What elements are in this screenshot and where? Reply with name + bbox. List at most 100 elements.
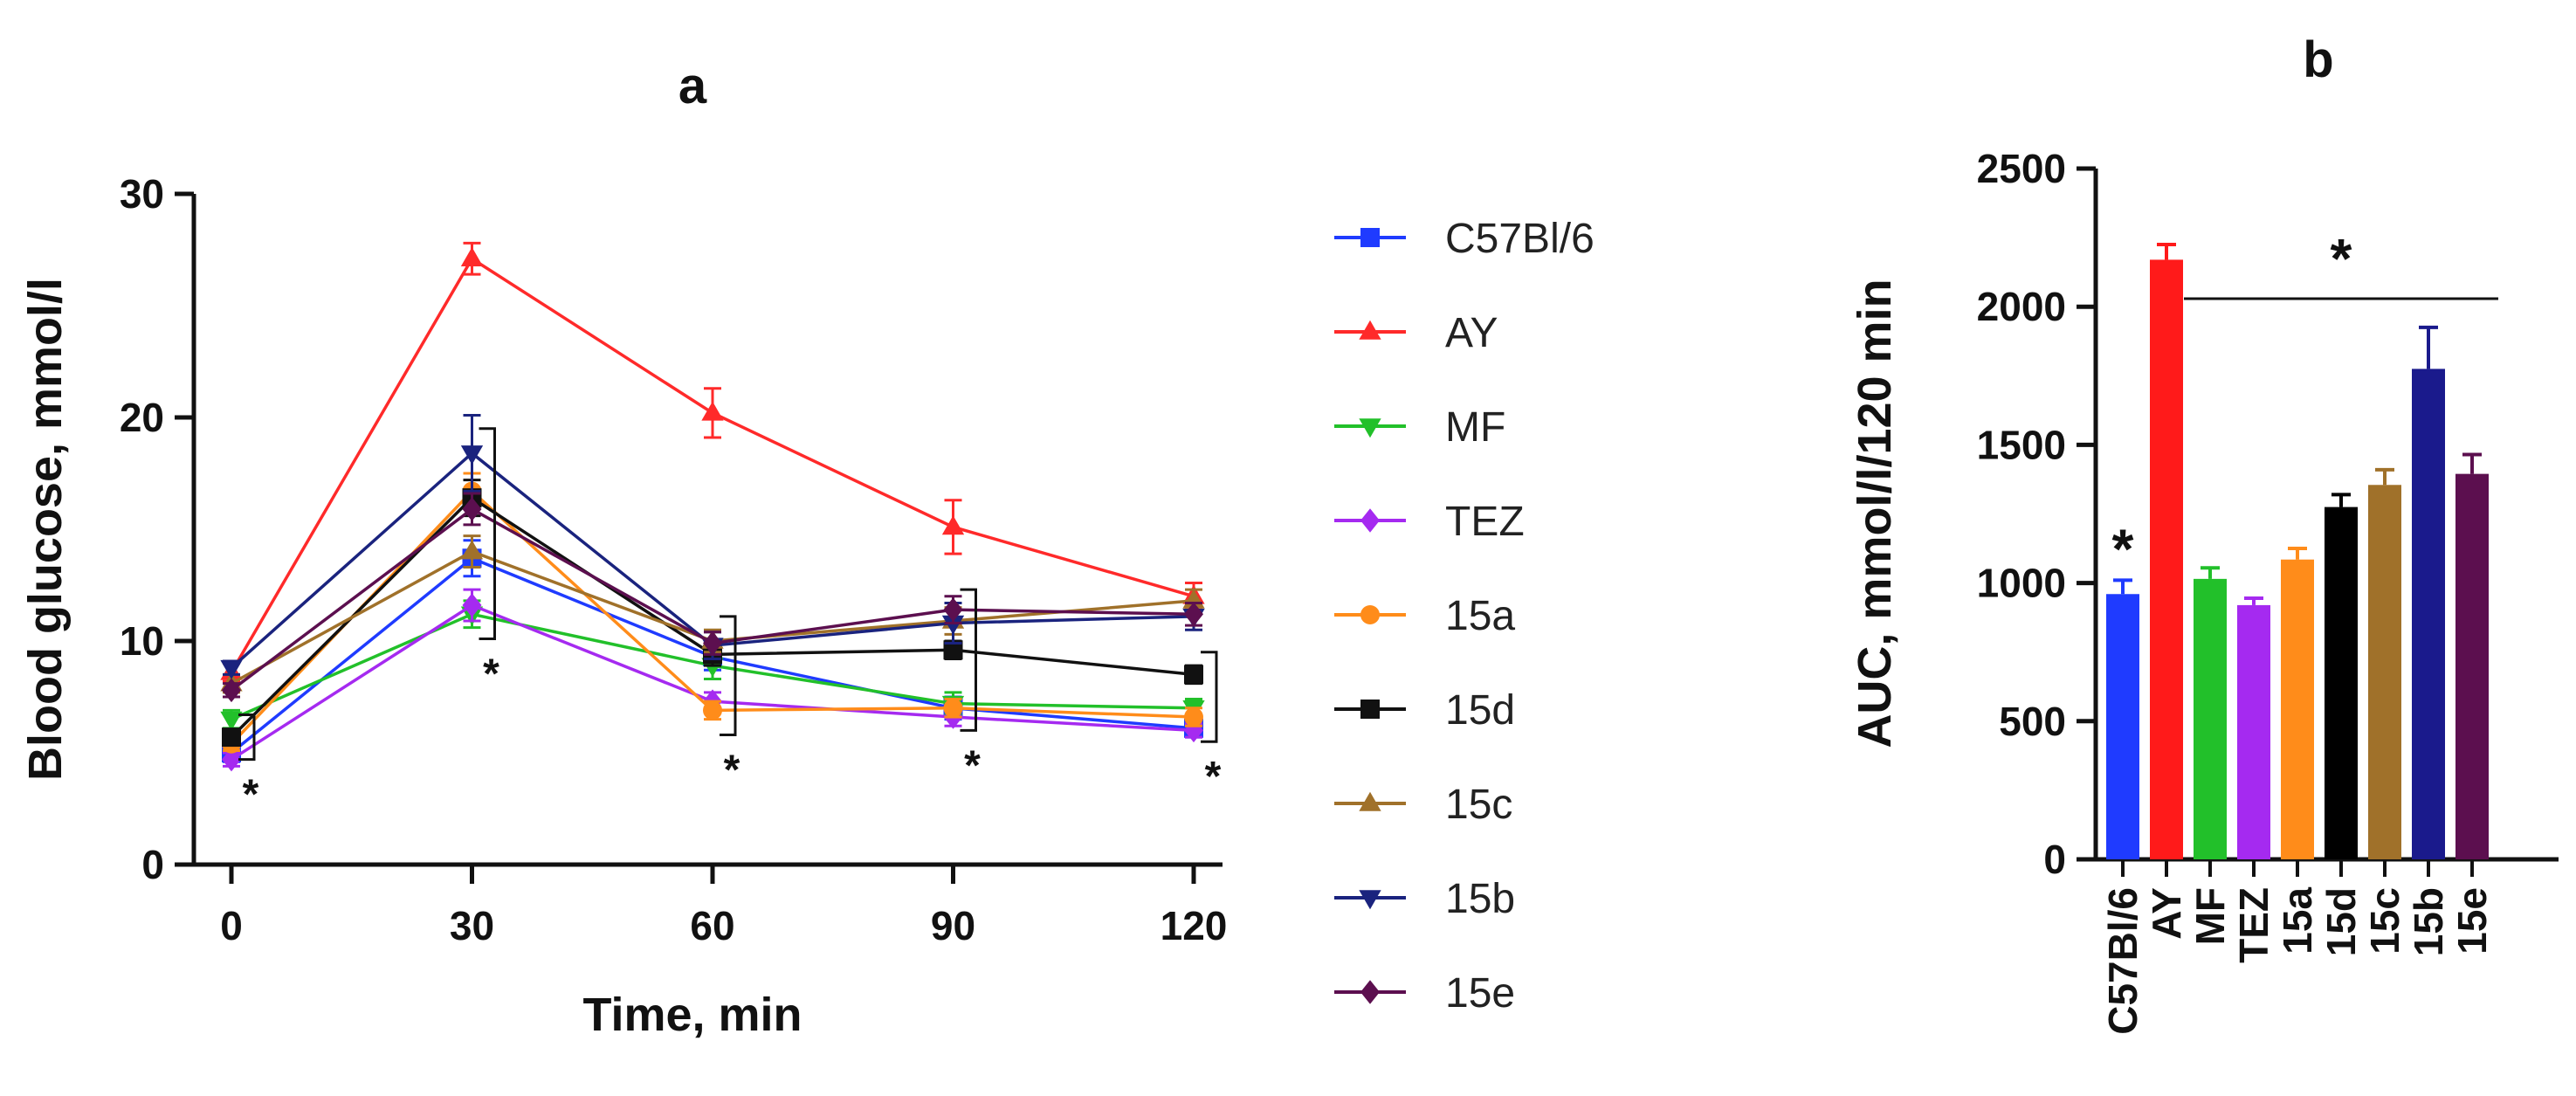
- panel-a-x-tick-label: 90: [931, 903, 975, 948]
- legend-label: MF: [1445, 404, 1505, 451]
- panel-a-y-tick-label: 20: [120, 395, 164, 440]
- panel-a-title: a: [678, 58, 707, 114]
- legend-item-15d: 15d: [1334, 687, 1515, 734]
- legend-item-15e: 15e: [1334, 970, 1515, 1017]
- panel-b-x-tick-label: 15c: [2362, 887, 2407, 955]
- data-point: [941, 515, 965, 535]
- significance-bracket: [720, 615, 737, 737]
- significance-asterisk: *: [724, 748, 740, 794]
- series-line: [231, 603, 1195, 762]
- bar-15e: [2455, 473, 2489, 859]
- panel-a-x-tick-label: 30: [450, 903, 494, 948]
- panel-b-x-tick-label: 15e: [2449, 887, 2495, 955]
- significance-asterisk: *: [483, 651, 499, 697]
- panel-b-y-tick-label: 1000: [1977, 561, 2066, 606]
- data-point: [462, 497, 482, 521]
- bar-c57bl-6: [2106, 594, 2139, 859]
- panel-a-significance-group: * * * * *: [238, 427, 1222, 818]
- significance-asterisk: *: [243, 772, 259, 818]
- panel-b-y-tick-label: 2000: [1977, 284, 2066, 329]
- data-point: [701, 401, 724, 421]
- legend-swatch-marker: [1360, 980, 1380, 1004]
- bar-mf: [2194, 578, 2227, 859]
- legend-swatch-marker: [1360, 508, 1380, 533]
- panel-a-series-group: [220, 241, 1205, 772]
- data-point: [943, 597, 963, 622]
- panel-b-y-tick-label: 2500: [1977, 146, 2066, 191]
- panel-b-y-tick-label: 1500: [1977, 422, 2066, 467]
- data-point: [703, 700, 722, 720]
- legend-item-ay: AY: [1334, 310, 1498, 356]
- data-point: [941, 615, 965, 635]
- legend-item-15c: 15c: [1334, 782, 1512, 828]
- bar-15c: [2368, 485, 2401, 859]
- series-ay: [220, 241, 1205, 683]
- panel-a-legend: C57Bl/6 AY MF TEZ 15a 15d 15c 15b 15e: [1334, 216, 1595, 1017]
- data-point: [222, 727, 241, 748]
- panel-b-x-tick-label: MF: [2187, 887, 2233, 945]
- legend-swatch-marker: [1359, 890, 1381, 910]
- data-point: [943, 698, 963, 718]
- data-point: [460, 540, 484, 560]
- data-point: [222, 678, 241, 703]
- legend-swatch-marker: [1360, 228, 1380, 247]
- panel-a-y-tick-label: 30: [120, 171, 164, 217]
- data-point: [460, 247, 484, 267]
- panel-b-y-tick-label: 0: [2043, 837, 2066, 882]
- panel-a-line-chart: a 0 10 20 30 0 30 60 90 120 Blood glucose, mmol…: [19, 58, 1595, 1041]
- data-point: [462, 593, 482, 617]
- significance-bracket: [479, 427, 496, 640]
- legend-swatch-marker: [1360, 605, 1380, 624]
- panel-a-y-axis-title: Blood glucose, mmol/l: [19, 278, 72, 781]
- panel-b-x-tick-label: C57Bl/6: [2100, 887, 2146, 1035]
- panel-b-y-ticks: 0 500 1000 1500 2000 2500: [1977, 146, 2096, 882]
- bar-ay: [2150, 259, 2183, 859]
- legend-item-15b: 15b: [1334, 876, 1515, 922]
- data-point: [222, 747, 241, 772]
- panel-a-x-tick-label: 120: [1161, 903, 1228, 948]
- data-point: [1184, 707, 1203, 727]
- data-point: [703, 631, 722, 656]
- panel-a-y-tick-label: 0: [141, 842, 164, 887]
- significance-bracket: [1201, 651, 1218, 743]
- bar-15a: [2281, 559, 2314, 859]
- significance-asterisk-group: *: [2331, 227, 2352, 290]
- panel-a-x-ticks: 0 30 60 90 120: [220, 865, 1227, 948]
- panel-b-significance-group: **: [2112, 227, 2498, 580]
- legend-swatch-marker: [1359, 791, 1381, 811]
- panel-a-x-tick-label: 0: [220, 903, 243, 948]
- significance-asterisk-c57bl6: *: [2112, 517, 2134, 580]
- panel-b-x-tick-label: TEZ: [2231, 887, 2276, 963]
- legend-swatch-marker: [1359, 320, 1381, 340]
- legend-label: AY: [1445, 310, 1498, 356]
- panel-b-x-tick-label: AY: [2144, 887, 2189, 940]
- panel-a-y-tick-label: 10: [120, 618, 164, 664]
- panel-b-bar-chart: b 0 500 1000 1500 2000 2500 C57Bl/6AYMFTEZ15a…: [1849, 31, 2559, 1035]
- significance-bracket: [960, 588, 977, 732]
- legend-item-mf: MF: [1334, 404, 1505, 451]
- bar-15d: [2325, 507, 2358, 859]
- legend-item-15a: 15a: [1334, 593, 1515, 639]
- panel-a-x-tick-label: 60: [690, 903, 734, 948]
- legend-swatch-marker: [1359, 418, 1381, 438]
- panel-a-x-axis-title: Time, min: [582, 989, 802, 1041]
- series-15a: [222, 472, 1203, 754]
- data-point: [220, 711, 243, 731]
- panel-b-bars-group: [2106, 243, 2489, 859]
- significance-asterisk: *: [964, 742, 981, 789]
- legend-label: 15c: [1445, 782, 1512, 828]
- significance-asterisk: *: [1205, 754, 1222, 800]
- data-point: [1184, 602, 1203, 627]
- significance-bracket: [238, 713, 256, 762]
- data-point: [943, 640, 963, 660]
- legend-item-c57bl-6: C57Bl/6: [1334, 216, 1595, 262]
- legend-label: 15e: [1445, 970, 1515, 1017]
- legend-label: TEZ: [1445, 499, 1525, 545]
- panel-b-x-tick-label: 15d: [2318, 887, 2364, 956]
- panel-a-y-ticks: 0 10 20 30: [120, 171, 194, 887]
- panel-b-y-axis-title: AUC, mmol/l/120 min: [1849, 279, 1901, 748]
- legend-label: C57Bl/6: [1445, 216, 1595, 262]
- legend-label: 15a: [1445, 593, 1515, 639]
